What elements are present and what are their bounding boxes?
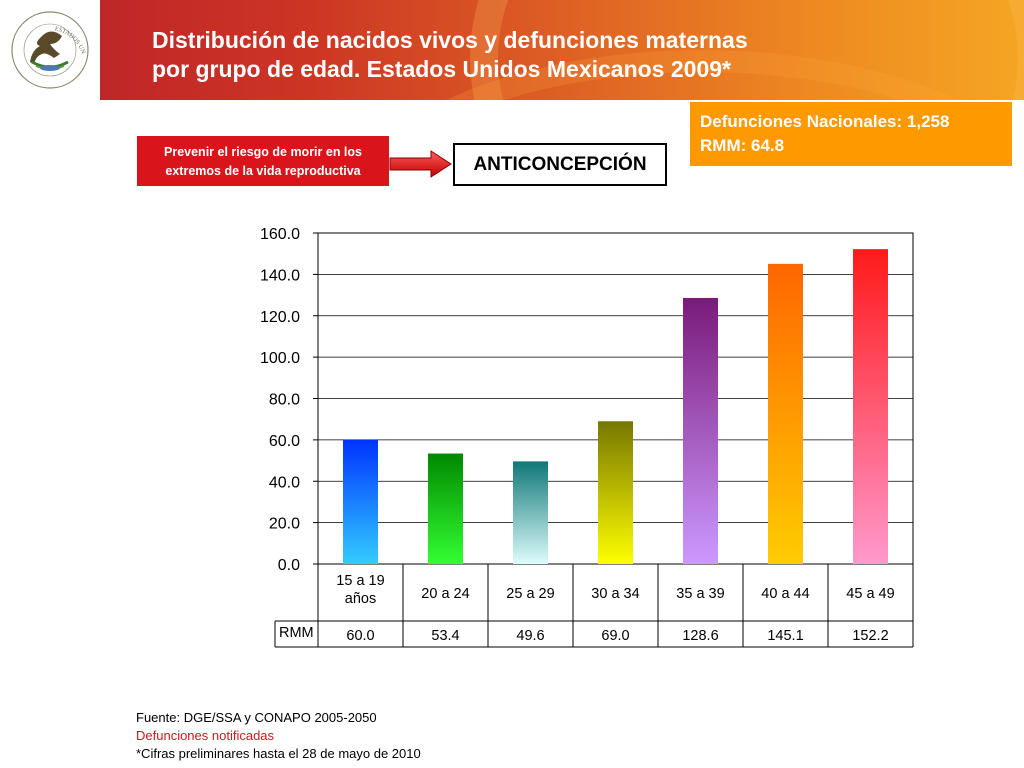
x-category-label: 15 a 19 años bbox=[336, 573, 384, 607]
rmm-bar-chart: 0.020.040.060.080.0100.0120.0140.0160.0 … bbox=[260, 226, 914, 648]
prevention-box: Prevenir el riesgo de morir en los extre… bbox=[137, 136, 389, 186]
data-value-label: 128.6 bbox=[682, 628, 718, 644]
footer-source: Fuente: DGE/SSA y CONAPO 2005-2050 bbox=[136, 710, 377, 725]
y-tick-label: 20.0 bbox=[269, 516, 300, 533]
y-tick-label: 40.0 bbox=[269, 474, 300, 491]
bar-2 bbox=[428, 453, 463, 564]
chart-gridlines bbox=[313, 232, 914, 565]
x-category-label: 35 a 39 bbox=[676, 586, 724, 602]
bar-6 bbox=[768, 263, 803, 564]
data-value-label: 145.1 bbox=[767, 628, 803, 644]
data-table: 15 a 19 años 20 a 24 25 a 29 30 a 34 35 a 39 4… bbox=[274, 564, 914, 648]
footer-notes: Fuente: DGE/SSA y CONAPO 2005-2050 Defun… bbox=[136, 709, 421, 763]
series-legend-label: RMM bbox=[279, 625, 314, 641]
chart-bars bbox=[343, 249, 888, 565]
bar-7 bbox=[853, 249, 888, 565]
data-value-label: 49.6 bbox=[516, 628, 544, 644]
bar-4 bbox=[598, 421, 633, 564]
x-category-label: 30 a 34 bbox=[591, 586, 639, 602]
category-line-1: 15 a 19 bbox=[336, 573, 384, 589]
logo: ESTADOS UNIDOS MEXICANOS bbox=[0, 0, 100, 100]
bar-3 bbox=[513, 461, 548, 564]
footer-notified-deaths: Defunciones notificadas bbox=[136, 728, 275, 743]
prevention-line-1: Prevenir el riesgo de morir en los bbox=[164, 145, 362, 159]
bar-1 bbox=[343, 439, 378, 564]
y-axis-ticks: 0.0 20.0 40.0 60.0 80.0 100.0 120.0 140.0 160.0 bbox=[260, 226, 300, 574]
contraception-label: ANTICONCEPCIÓN bbox=[473, 154, 647, 175]
footer-preliminary-note: *Cifras preliminares hasta el 28 de mayo… bbox=[136, 746, 421, 761]
x-category-label: 45 a 49 bbox=[846, 586, 894, 602]
bar-5 bbox=[683, 297, 718, 564]
y-tick-label: 60.0 bbox=[269, 433, 300, 450]
header-banner: ESTADOS UNIDOS MEXICANOS Distribución de… bbox=[0, 0, 1024, 100]
national-deaths-text: Defunciones Nacionales: 1,258 bbox=[700, 112, 950, 131]
category-line-2: años bbox=[345, 591, 376, 607]
y-tick-label: 120.0 bbox=[260, 309, 300, 326]
x-category-label: 40 a 44 bbox=[761, 586, 809, 602]
x-category-label: 25 a 29 bbox=[506, 586, 554, 602]
y-tick-label: 100.0 bbox=[260, 350, 300, 367]
data-value-label: 60.0 bbox=[346, 628, 374, 644]
national-deaths-box: Defunciones Nacionales: 1,258 RMM: 64.8 bbox=[690, 102, 1012, 166]
rmm-text: RMM: 64.8 bbox=[700, 136, 785, 155]
y-tick-label: 0.0 bbox=[278, 557, 300, 574]
y-tick-label: 80.0 bbox=[269, 392, 300, 409]
data-value-label: 69.0 bbox=[601, 628, 629, 644]
national-seal-icon: ESTADOS UNIDOS MEXICANOS bbox=[0, 0, 89, 89]
page-title: Distribución de nacidos vivos y defuncio… bbox=[152, 26, 832, 84]
title-line-1: Distribución de nacidos vivos y defuncio… bbox=[152, 27, 748, 53]
prevention-line-2: extremos de la vida reproductiva bbox=[165, 164, 361, 178]
data-value-label: 152.2 bbox=[852, 628, 888, 644]
y-tick-label: 160.0 bbox=[260, 226, 300, 243]
contraception-box: ANTICONCEPCIÓN bbox=[453, 143, 667, 186]
x-category-label: 20 a 24 bbox=[421, 586, 469, 602]
data-value-label: 53.4 bbox=[431, 628, 459, 644]
y-tick-label: 140.0 bbox=[260, 267, 300, 284]
title-line-2: por grupo de edad. Estados Unidos Mexica… bbox=[152, 56, 731, 82]
right-arrow-icon bbox=[389, 150, 452, 178]
